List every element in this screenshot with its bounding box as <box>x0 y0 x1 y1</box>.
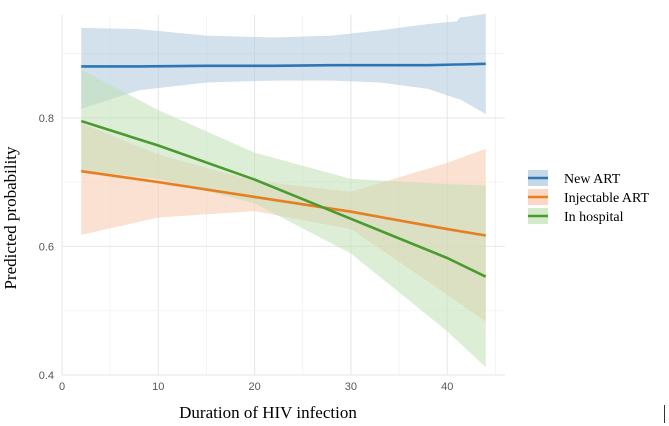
band-in-hospital <box>81 69 486 368</box>
confidence-bands <box>81 13 486 368</box>
legend-item-in-hospital: In hospital <box>528 208 624 225</box>
x-tick-label: 30 <box>345 381 357 393</box>
x-axis-ticks: 0 10 20 30 40 <box>59 381 453 393</box>
y-axis-ticks: 0.4 0.6 0.8 <box>39 113 54 382</box>
y-axis-title: Predicted probability <box>1 146 20 290</box>
band-new-art <box>81 13 486 114</box>
legend-item-new-art: New ART <box>528 170 621 187</box>
legend-label: In hospital <box>564 210 624 225</box>
y-tick-label: 0.6 <box>39 241 54 253</box>
line-in-hospital <box>80 119 487 278</box>
x-tick-label: 10 <box>152 381 164 393</box>
legend-item-injectable-art: Injectable ART <box>528 189 650 206</box>
y-tick-label: 0.4 <box>39 370 54 382</box>
y-tick-label: 0.8 <box>39 113 54 125</box>
x-tick-label: 40 <box>441 381 453 393</box>
line-injectable-art <box>81 169 486 237</box>
legend: New ART Injectable ART In hospital <box>528 170 650 225</box>
text-cursor <box>664 405 665 423</box>
x-tick-label: 20 <box>248 381 260 393</box>
legend-label: Injectable ART <box>564 191 650 206</box>
line-new-art <box>81 62 486 68</box>
series-lines <box>80 62 487 278</box>
legend-label: New ART <box>564 172 621 187</box>
x-tick-label: 0 <box>59 381 65 393</box>
x-axis-title: Duration of HIV infection <box>179 403 357 422</box>
